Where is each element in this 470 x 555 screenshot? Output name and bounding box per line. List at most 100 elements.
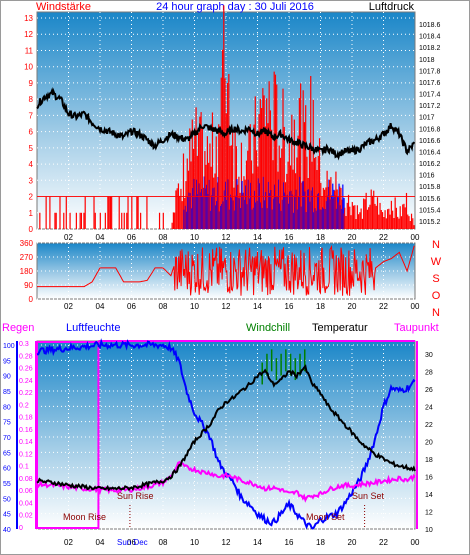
regen-tick-label: 0.26 <box>19 366 33 373</box>
title-temperatur: Temperatur <box>312 322 368 334</box>
sun-rise-label: Sun Rise <box>117 491 154 501</box>
humidity-line <box>36 338 416 530</box>
x-tick-label: 00 <box>411 538 420 547</box>
header-center-title: 24 hour graph day : 30 Juli 2016 <box>156 1 314 13</box>
temp-tick-label: 16 <box>425 474 433 481</box>
regen-tick-label: 0.22 <box>19 390 33 397</box>
grid-lines <box>37 12 415 530</box>
x-tick-label: 12 <box>222 302 231 311</box>
compass-letter: S <box>432 273 439 285</box>
mid-tick-label: 270 <box>20 253 34 262</box>
x-tick-label: 14 <box>253 233 262 242</box>
top-right-tick-label: 1018.4 <box>419 34 441 41</box>
humidity-tick-label: 85 <box>3 389 11 396</box>
x-tick-label: 06 <box>127 538 136 547</box>
top-left-tick-label: 13 <box>24 14 33 23</box>
x-tick-label: 08 <box>159 302 168 311</box>
x-tick-label: 12 <box>222 233 231 242</box>
dewpoint-line <box>36 460 416 503</box>
top-right-tick-label: 1016.8 <box>419 126 441 133</box>
header-right-title: Luftdruck <box>369 1 415 13</box>
regen-tick-label: 0.08 <box>19 476 33 483</box>
top-left-tick-label: 4 <box>29 160 34 169</box>
top-right-tick-label: 1017.8 <box>419 68 441 75</box>
regen-tick-label: 0.1 <box>19 464 29 471</box>
top-right-tick-label: 1017 <box>419 115 435 122</box>
regen-tick-label: 0.24 <box>19 378 33 385</box>
regen-tick-label: 0 <box>19 525 23 532</box>
x-tick-label: 20 <box>348 302 357 311</box>
regen-tick-label: 0.14 <box>19 439 33 446</box>
sun-set-label: Sun Set <box>352 491 385 501</box>
humidity-tick-label: 55 <box>3 481 11 488</box>
top-left-tick-label: 3 <box>29 176 34 185</box>
temp-tick-label: 28 <box>425 369 433 376</box>
top-left-tick-label: 7 <box>29 111 34 120</box>
x-tick-label: 06 <box>127 302 136 311</box>
x-tick-label: 14 <box>253 302 262 311</box>
moon-rise-label: Moon Rise <box>63 512 106 522</box>
temp-tick-label: 14 <box>425 492 433 499</box>
top-right-tick-label: 1015.4 <box>419 207 441 214</box>
x-tick-label: 02 <box>64 233 73 242</box>
temp-tick-label: 20 <box>425 439 433 446</box>
compass-letter: O <box>432 290 441 302</box>
x-tick-label: 20 <box>348 233 357 242</box>
humidity-tick-label: 65 <box>3 450 11 457</box>
humidity-tick-label: 80 <box>3 404 11 411</box>
x-tick-label: 06 <box>127 233 136 242</box>
regen-tick-label: 0.06 <box>19 488 33 495</box>
top-right-tick-label: 1015.6 <box>419 196 441 203</box>
x-tick-label: 22 <box>379 538 388 547</box>
title-taupunkt: Taupunkt <box>394 322 439 334</box>
axis-labels: 0123456789101112131015.21015.41015.61015… <box>3 14 442 547</box>
regen-tick-label: 0.12 <box>19 451 33 458</box>
x-tick-label: 22 <box>379 302 388 311</box>
moon-set-label: Moon Set <box>306 512 345 522</box>
temp-tick-label: 30 <box>425 352 433 359</box>
compass-letter: N <box>432 239 440 251</box>
temp-tick-label: 10 <box>425 527 433 534</box>
top-left-tick-label: 1 <box>29 209 34 218</box>
mid-tick-label: 0 <box>29 295 34 304</box>
mid-tick-label: 180 <box>20 267 34 276</box>
top-left-tick-label: 0 <box>29 225 34 234</box>
top-right-tick-label: 1018.2 <box>419 45 441 52</box>
regen-tick-label: 0.02 <box>19 513 33 520</box>
wind-direction-line <box>37 244 415 297</box>
x-tick-label: 10 <box>190 302 199 311</box>
top-right-tick-label: 1018 <box>419 57 435 64</box>
x-tick-label: 08 <box>159 538 168 547</box>
x-tick-label: 04 <box>96 233 105 242</box>
x-tick-label: 10 <box>190 233 199 242</box>
top-right-tick-label: 1015.2 <box>419 219 441 226</box>
top-right-tick-label: 1017.6 <box>419 80 441 87</box>
top-left-tick-label: 8 <box>29 95 34 104</box>
top-left-tick-label: 2 <box>29 193 34 202</box>
x-tick-label: 04 <box>96 302 105 311</box>
x-tick-label: 22 <box>379 233 388 242</box>
x-tick-label: 16 <box>285 538 294 547</box>
x-tick-label: 10 <box>190 538 199 547</box>
x-tick-label: 08 <box>159 233 168 242</box>
x-tick-label: 00 <box>411 233 420 242</box>
x-tick-label: 12 <box>222 538 231 547</box>
x-tick-label: 18 <box>316 538 325 547</box>
x-tick-label: 00 <box>411 302 420 311</box>
regen-tick-label: 0.3 <box>19 341 29 348</box>
mid-tick-label: 90 <box>24 281 33 290</box>
mid-tick-label: 360 <box>20 239 34 248</box>
regen-tick-label: 0.16 <box>19 427 33 434</box>
top-right-tick-label: 1016.6 <box>419 138 441 145</box>
top-left-tick-label: 11 <box>25 46 34 55</box>
top-right-tick-label: 1017.4 <box>419 92 441 99</box>
title-regen: Regen <box>2 322 34 334</box>
x-tick-label: 18 <box>316 302 325 311</box>
humidity-tick-label: 40 <box>3 527 11 534</box>
x-tick-label: 16 <box>285 233 294 242</box>
top-left-tick-label: 12 <box>24 30 33 39</box>
regen-tick-label: 0.2 <box>19 402 29 409</box>
top-right-tick-label: 1017.2 <box>419 103 441 110</box>
humidity-tick-label: 90 <box>3 374 11 381</box>
